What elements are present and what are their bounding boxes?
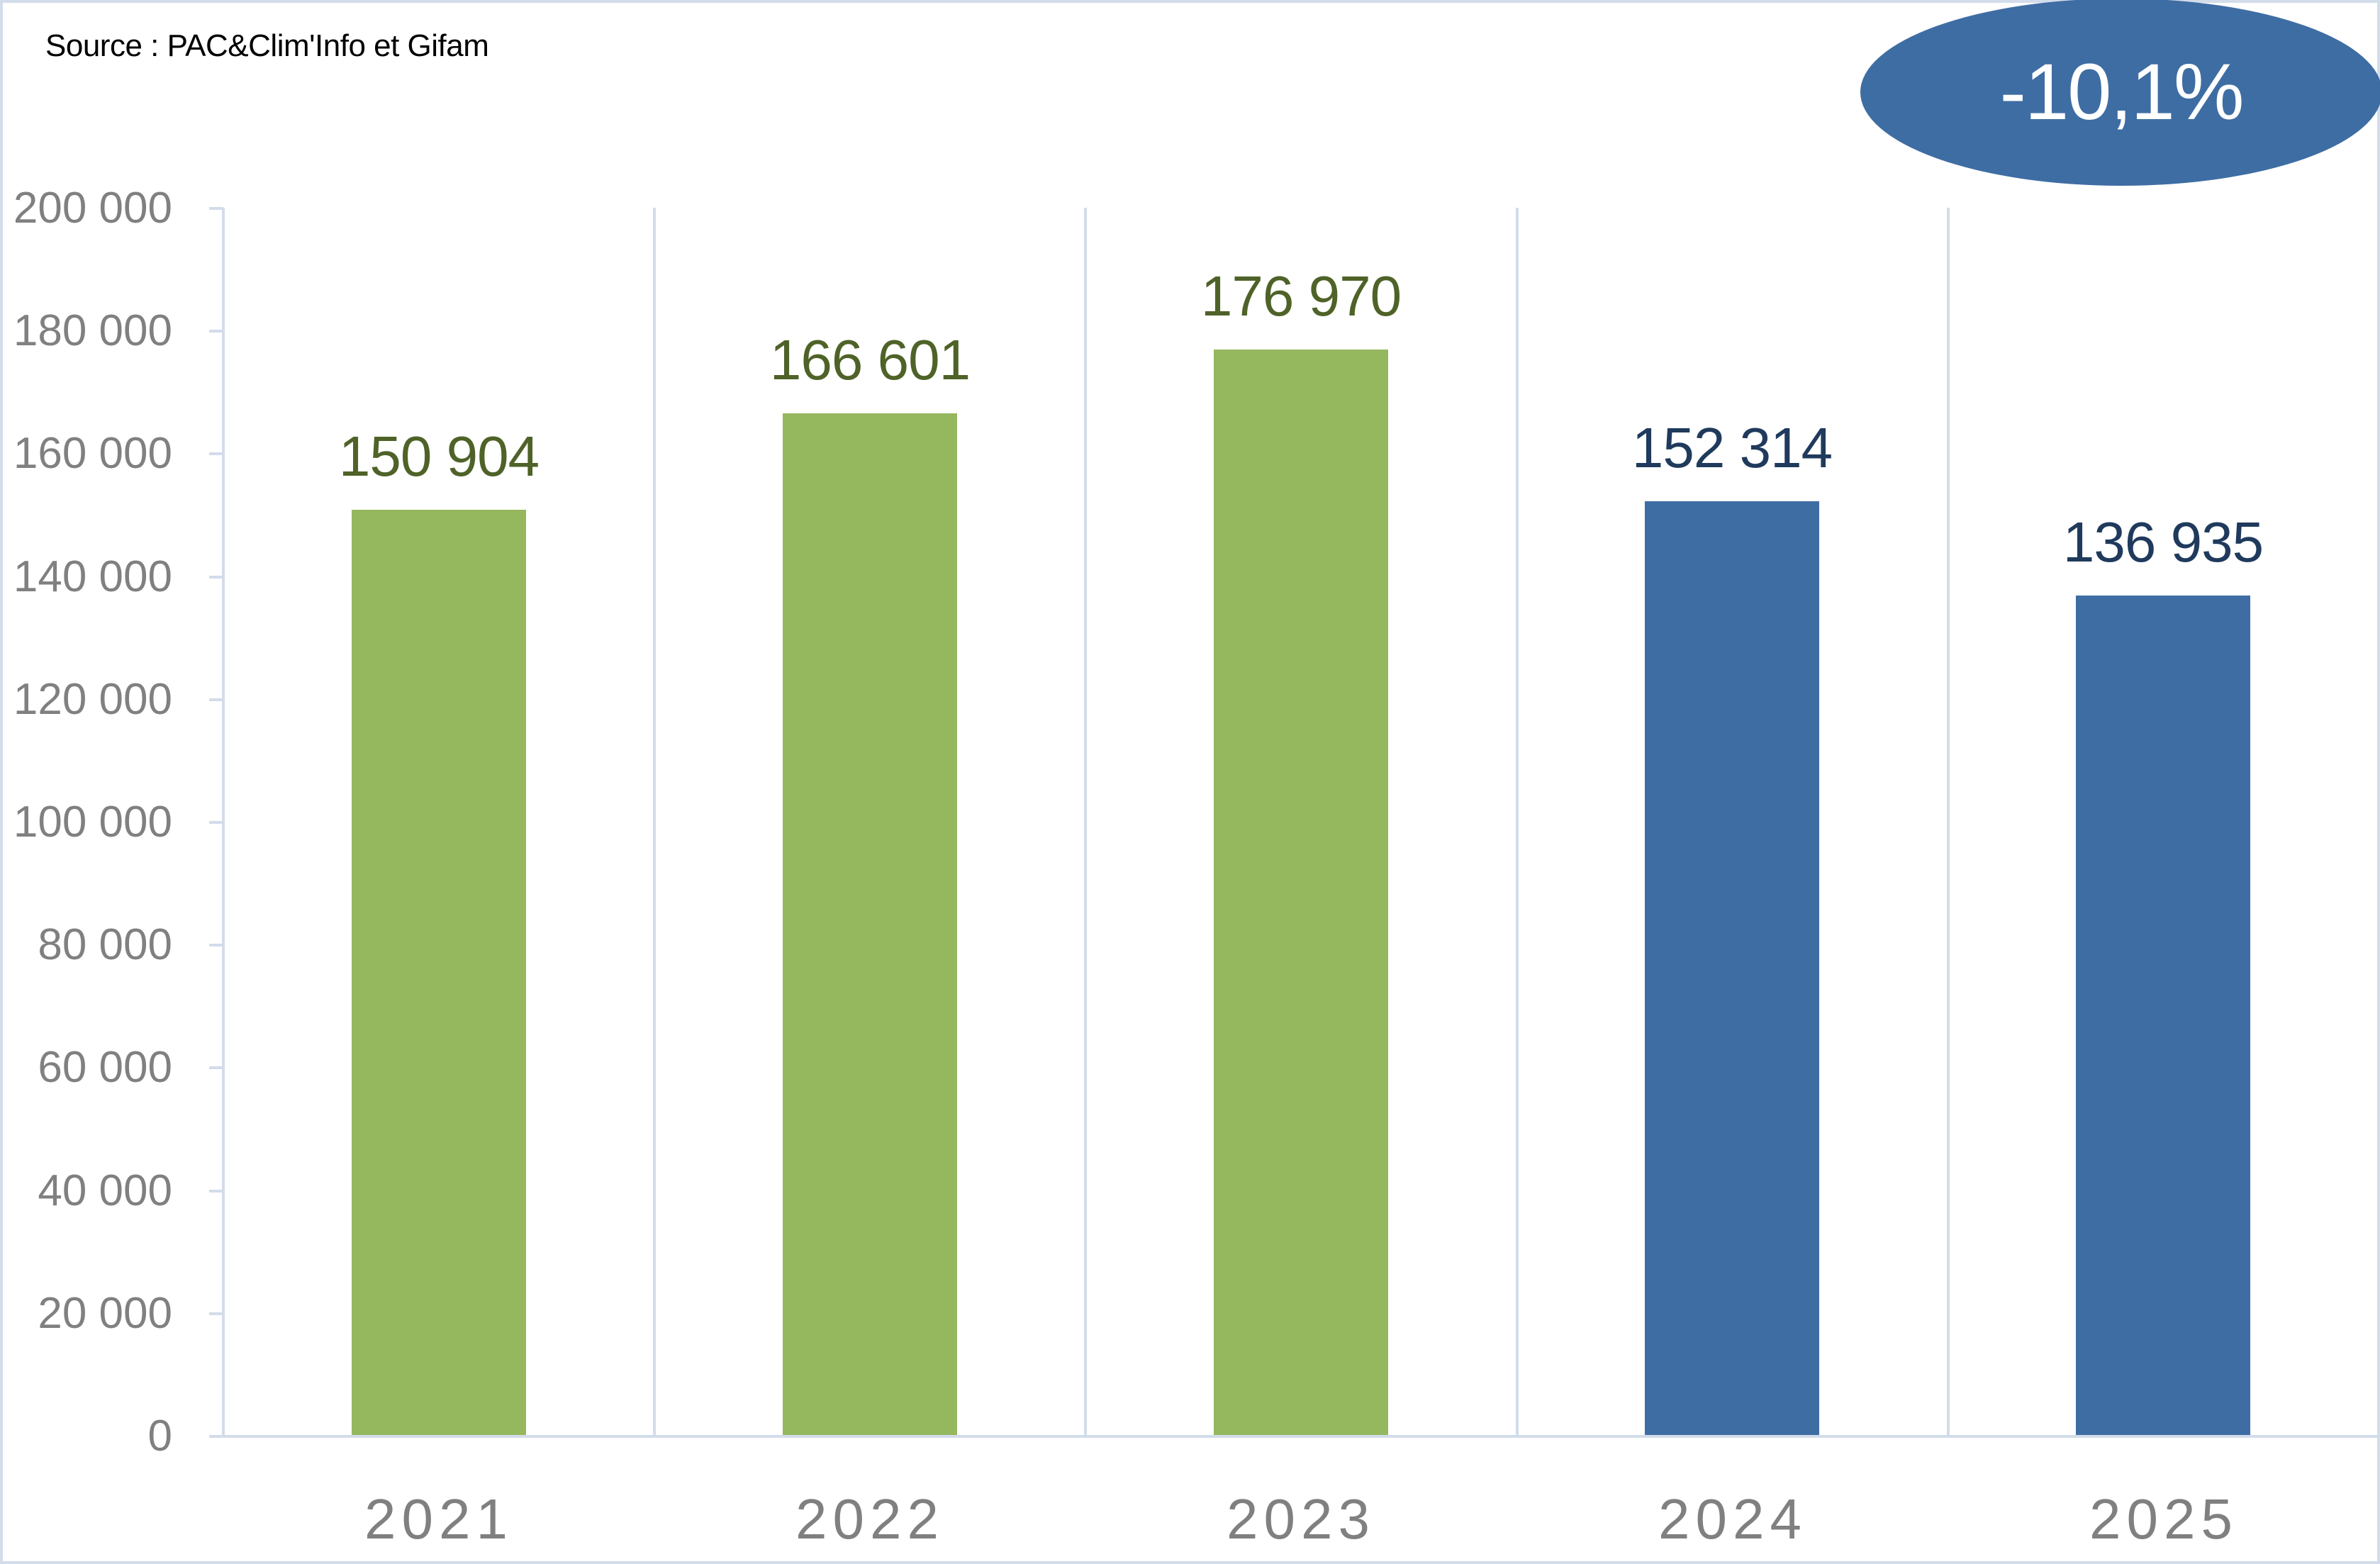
- y-tick-label: 60 000: [38, 1043, 172, 1092]
- data-label-2022: 166 601: [769, 328, 971, 391]
- y-tick-label: 140 000: [13, 552, 172, 601]
- bar-2025: [2076, 596, 2250, 1436]
- y-tick-mark: [209, 452, 223, 455]
- x-axis-line: [209, 1435, 2379, 1438]
- y-tick-label: 80 000: [38, 920, 172, 969]
- y-tick-mark: [209, 698, 223, 701]
- data-label-2023: 176 970: [1200, 264, 1402, 328]
- y-tick-mark: [209, 330, 223, 333]
- y-axis-line: [222, 208, 225, 1438]
- data-label-2021: 150 904: [338, 425, 540, 488]
- y-tick-label: 160 000: [13, 429, 172, 478]
- category-gridline: [653, 208, 656, 1438]
- y-tick-mark: [209, 576, 223, 579]
- category-gridline: [1084, 208, 1087, 1438]
- category-gridline: [1947, 208, 1950, 1438]
- y-tick-label: 100 000: [13, 798, 172, 847]
- data-label-2024: 152 314: [1631, 416, 1833, 479]
- y-tick-label: 200 000: [13, 184, 172, 233]
- x-tick-label-2024: 2024: [1658, 1487, 1807, 1551]
- y-tick-label: 20 000: [38, 1289, 172, 1338]
- x-tick-label-2021: 2021: [364, 1487, 513, 1551]
- y-tick-label: 180 000: [13, 306, 172, 355]
- y-tick-mark: [209, 821, 223, 824]
- y-tick-mark: [209, 944, 223, 946]
- bar-2021: [352, 510, 526, 1436]
- y-tick-mark: [209, 1066, 223, 1069]
- bar-2024: [1645, 501, 1819, 1436]
- x-tick-label-2023: 2023: [1227, 1487, 1375, 1551]
- x-tick-label-2022: 2022: [795, 1487, 944, 1551]
- change-badge-label: -10,1%: [1999, 48, 2245, 136]
- data-label-2025: 136 935: [2062, 510, 2264, 574]
- y-tick-label: 40 000: [38, 1166, 172, 1215]
- y-tick-label: 0: [147, 1412, 172, 1460]
- category-gridline: [1516, 208, 1519, 1438]
- y-tick-mark: [209, 1312, 223, 1315]
- y-tick-label: 120 000: [13, 675, 172, 724]
- bar-2023: [1214, 350, 1388, 1436]
- change-badge: [1860, 0, 2380, 186]
- y-tick-mark: [209, 207, 223, 210]
- y-tick-mark: [209, 1190, 223, 1192]
- x-tick-label-2025: 2025: [2089, 1487, 2238, 1551]
- source-note: Source : PAC&Clim'Info et Gifam: [45, 28, 489, 63]
- bar-2022: [783, 413, 957, 1436]
